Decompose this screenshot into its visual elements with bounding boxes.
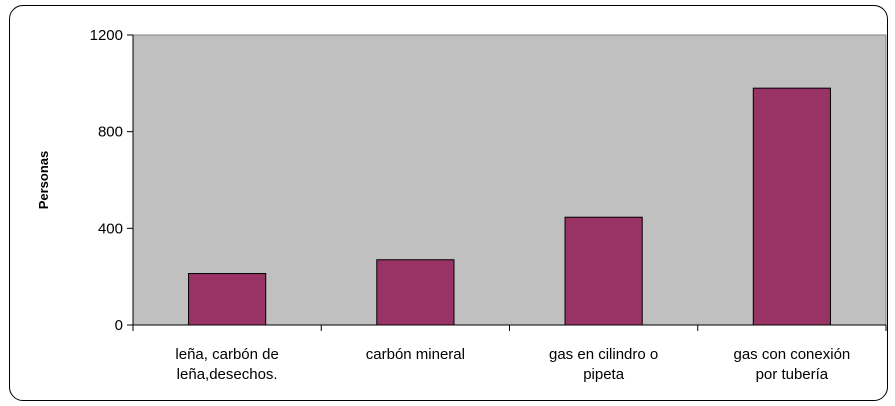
bar-3 bbox=[564, 216, 643, 326]
x-tick-label: gas con conexión bbox=[734, 346, 851, 363]
x-tick-labels: leña, carbón de leña,desechos. carbón mine… bbox=[175, 346, 850, 383]
bar-1 bbox=[188, 273, 267, 326]
y-tick-label: 1200 bbox=[90, 27, 123, 44]
x-tick-label: leña, carbón de bbox=[175, 346, 278, 363]
x-tick-label: por tubería bbox=[756, 366, 829, 383]
y-tick-label: 400 bbox=[98, 220, 123, 237]
x-tick-label: leña,desechos. bbox=[177, 366, 278, 383]
bars bbox=[188, 87, 831, 326]
x-tick-label: gas en cilindro o bbox=[549, 346, 658, 363]
bar-4 bbox=[752, 87, 831, 326]
y-tick-label: 0 bbox=[115, 317, 123, 334]
bar-2 bbox=[376, 259, 455, 326]
y-tick-label: 800 bbox=[98, 124, 123, 141]
y-tick-labels: 0 400 800 1200 bbox=[90, 27, 123, 334]
x-tick-label: carbón mineral bbox=[366, 346, 465, 363]
y-axis-label: Personas bbox=[36, 151, 51, 210]
x-tick-label: pipeta bbox=[583, 366, 625, 383]
